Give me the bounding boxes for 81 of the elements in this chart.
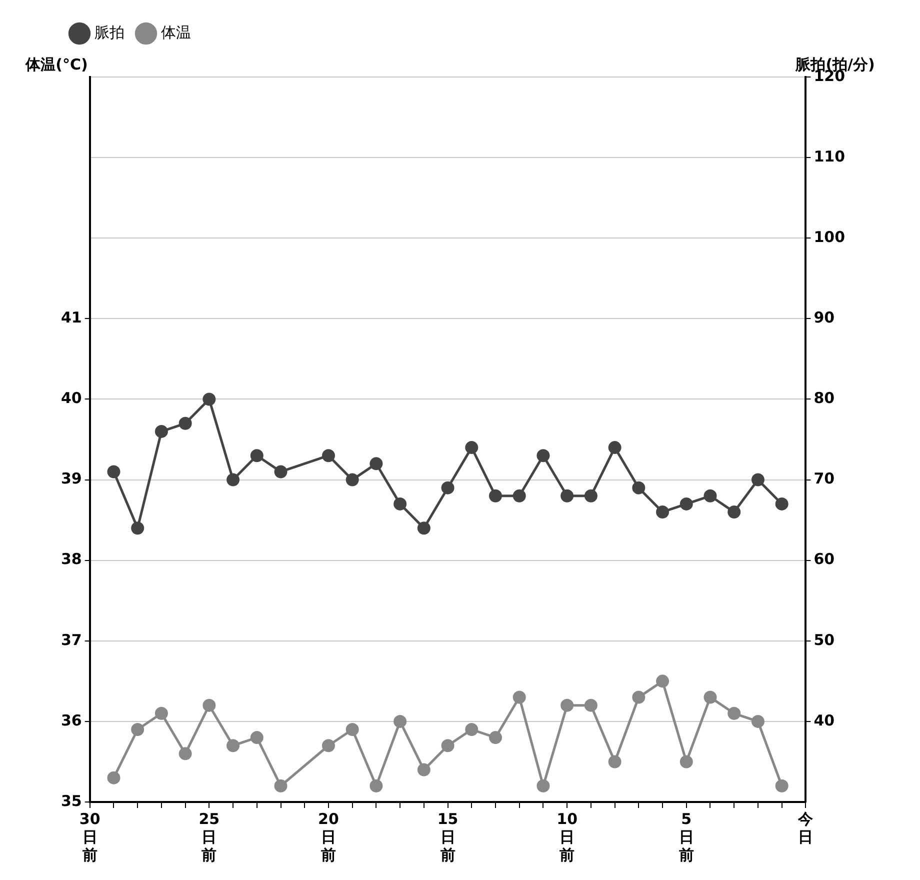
y2-tick-label: 100 [814,228,845,246]
point [441,481,454,494]
y-axis-title: 体温(°C) [24,55,88,74]
x-tick-label: 15日前 [437,810,458,864]
point [346,723,359,736]
y-tick-label: 41 [61,308,82,327]
y2-tick-label: 60 [814,550,835,568]
point [154,706,168,720]
y2-tick-label: 110 [814,147,845,166]
point [775,497,788,510]
x-tick-label: 20日前 [318,810,339,864]
point [728,506,741,518]
point [394,714,407,728]
point [322,739,335,752]
point [775,779,788,792]
legend-label: 脈拍 [94,23,124,42]
point [584,698,598,712]
y2-tick-label: 90 [814,308,835,327]
point [489,731,502,744]
y2-tick-label: 50 [814,630,835,649]
point [465,441,478,454]
x-tick-label: 30日前 [79,810,100,864]
point [322,449,335,462]
point [656,674,670,688]
y-tick-label: 39 [61,470,82,488]
y2-tick-label: 80 [814,389,835,408]
point [226,739,240,752]
point [608,755,622,768]
point [680,755,693,768]
point [131,723,144,736]
point [441,739,454,752]
point [370,779,383,792]
point [751,473,764,486]
point [584,489,598,502]
point [608,441,622,454]
point [250,449,264,462]
y2-tick-label: 70 [814,470,835,488]
point [178,747,192,760]
point [704,489,717,502]
point [512,489,526,502]
y-tick-label: 36 [61,711,82,730]
y-tick-label: 37 [61,630,82,649]
x-tick-label: 5日前 [678,810,694,864]
point [680,497,693,510]
y-tick-label: 38 [61,550,82,568]
point [202,698,216,712]
point [417,763,430,776]
point [202,392,216,406]
point [131,522,144,535]
point [226,473,240,486]
point [751,714,764,728]
point [656,506,670,518]
point [465,723,478,736]
y-tick-label: 40 [61,389,82,408]
point [274,465,288,478]
point [346,473,359,486]
point [728,706,741,720]
x-tick-label: 10日前 [556,810,578,864]
point [560,489,574,502]
x-tick-label: 25日前 [198,810,220,864]
y-tick-label: 35 [61,792,82,810]
point [704,690,717,704]
y2-tick-label: 40 [814,711,835,730]
point [107,771,120,784]
point [536,449,550,462]
point [512,690,526,704]
point [178,416,192,430]
point [536,779,550,792]
x-tick-label: 今日 [797,810,814,846]
point [370,457,383,470]
point [154,424,168,438]
point [417,522,430,535]
point [274,779,288,792]
point [632,481,646,494]
point [560,698,574,712]
legend-label: 体温 [161,23,191,42]
point [107,465,120,478]
point [250,731,264,744]
point [394,497,407,510]
point [489,489,502,502]
point [632,690,646,704]
